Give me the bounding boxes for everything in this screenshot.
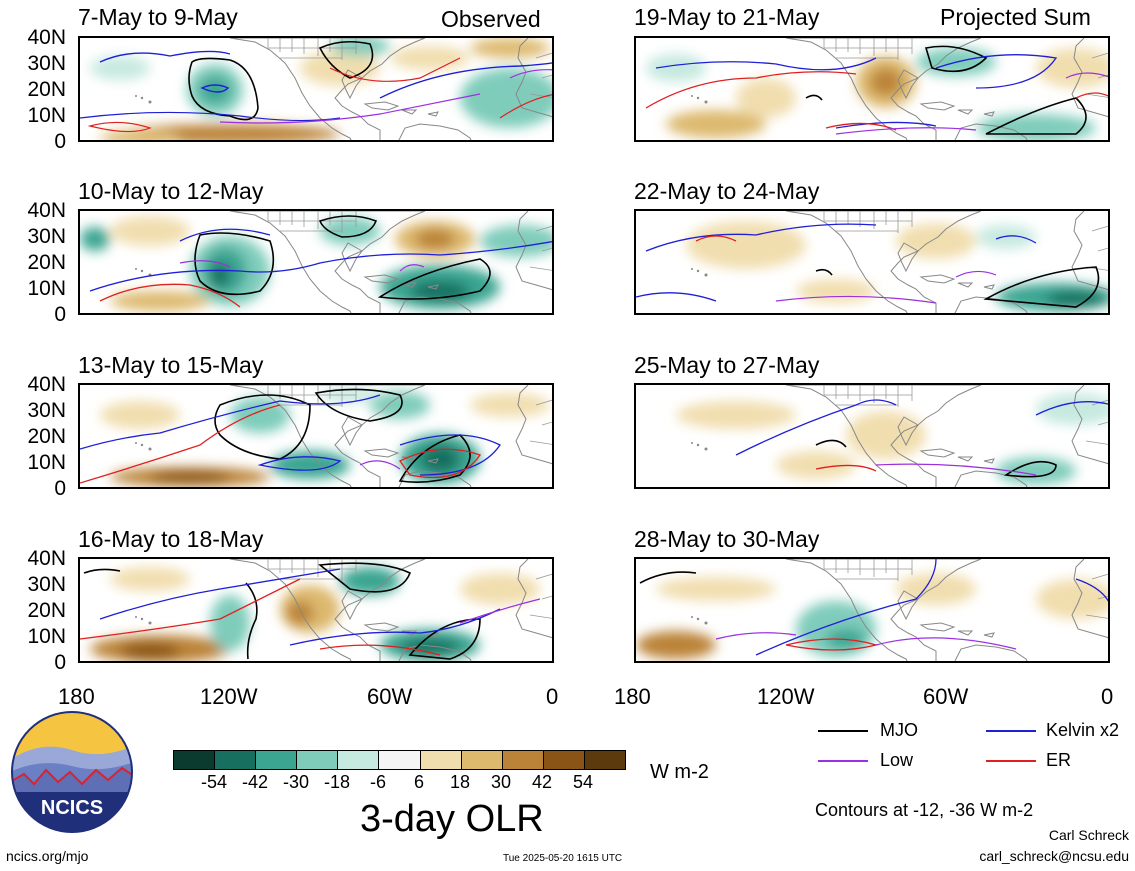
colorbar-tick: -18: [323, 772, 350, 792]
legend-line-low: [818, 760, 868, 762]
legend-line-er: [986, 760, 1036, 762]
y-tick-label: 20N: [27, 599, 66, 622]
x-tick-label: 60W: [923, 684, 969, 709]
y-tick-label: 40N: [27, 26, 66, 49]
panel-title-obs-4: 16-May to 18-May: [78, 526, 264, 552]
legend-line-mjo: [818, 730, 868, 732]
colorbar-swatch: [215, 751, 257, 769]
colorbar-tick: -30: [282, 772, 309, 792]
legend-line-kelvin: [986, 730, 1036, 732]
colorbar-tick: -6: [369, 772, 386, 792]
x-tick-label: 0: [546, 684, 559, 709]
y-tick-label: 20N: [27, 78, 66, 101]
y-tick-label: 0: [54, 130, 66, 153]
panel-title-proj-2: 22-May to 24-May: [634, 178, 820, 204]
map-panel-proj-3: [634, 383, 1110, 489]
colorbar-unit: W m-2: [650, 761, 709, 783]
x-tick-label: 180: [614, 684, 651, 709]
contour-note: Contours at -12, -36 W m-2: [815, 800, 1034, 820]
map-panel-proj-1: [634, 36, 1110, 142]
author-email[interactable]: carl_schreck@ncsu.edu: [979, 848, 1129, 864]
x-tick-label: 180: [58, 684, 95, 709]
colorbar-tick: 42: [531, 772, 553, 792]
map-panel-obs-1: [78, 36, 554, 142]
legend-label-er: ER: [1046, 750, 1072, 770]
x-tick-label: 60W: [367, 684, 413, 709]
colorbar-tick: -42: [241, 772, 268, 792]
chart-title: 3-day OLR: [360, 798, 544, 840]
map-panel-obs-3: [78, 383, 554, 489]
colorbar-swatch: [543, 751, 585, 769]
site-link[interactable]: ncics.org/mjo: [6, 848, 89, 864]
y-tick-label: 10N: [27, 625, 66, 648]
y-tick-label: 10N: [27, 451, 66, 474]
x-tick-label: 120W: [757, 684, 815, 709]
observed-header: Observed: [441, 6, 541, 32]
map-panel-obs-2: [78, 209, 554, 315]
colorbar-ticks: -54 -42 -30 -18 -6 6 18 30 42 54: [173, 772, 626, 794]
y-tick-label: 20N: [27, 425, 66, 448]
projected-header: Projected Sum: [940, 4, 1091, 30]
map-panel-proj-2: [634, 209, 1110, 315]
panel-title-proj-3: 25-May to 27-May: [634, 352, 820, 378]
colorbar-swatch: [379, 751, 421, 769]
map-panel-obs-4: [78, 557, 554, 663]
y-tick-label: 40N: [27, 547, 66, 570]
panel-title-obs-2: 10-May to 12-May: [78, 178, 264, 204]
y-tick-label: 10N: [27, 277, 66, 300]
y-tick-label: 20N: [27, 251, 66, 274]
contour-legend: MJO Kelvin x2 Low ER: [818, 718, 1128, 778]
colorbar-swatch: [338, 751, 380, 769]
colorbar-swatch: [256, 751, 298, 769]
colorbar-swatch: [584, 751, 626, 769]
colorbar-tick: 6: [413, 772, 424, 792]
x-tick-label: 0: [1101, 684, 1114, 709]
author-name: Carl Schreck: [1048, 827, 1129, 843]
y-tick-label: 0: [54, 651, 66, 674]
ncics-logo: NCICS: [10, 710, 134, 834]
colorbar-swatch: [174, 751, 216, 769]
legend-label-low: Low: [880, 750, 914, 770]
panel-title-proj-1: 19-May to 21-May: [634, 4, 820, 30]
y-tick-label: 30N: [27, 225, 66, 248]
colorbar-tick: 18: [449, 772, 471, 792]
y-tick-label: 30N: [27, 52, 66, 75]
colorbar-tick: 54: [572, 772, 594, 792]
y-tick-label: 40N: [27, 199, 66, 222]
panel-title-obs-3: 13-May to 15-May: [78, 352, 264, 378]
panel-title-obs-1: 7-May to 9-May: [78, 4, 238, 30]
colorbar-swatch: [502, 751, 544, 769]
y-tick-label: 0: [54, 303, 66, 326]
colorbar-swatch: [297, 751, 339, 769]
colorbar: [173, 750, 626, 770]
y-tick-label: 40N: [27, 373, 66, 396]
y-tick-label: 30N: [27, 399, 66, 422]
y-tick-label: 0: [54, 477, 66, 500]
y-tick-label: 30N: [27, 573, 66, 596]
timestamp: Tue 2025-05-20 1615 UTC: [503, 853, 623, 864]
y-tick-label: 10N: [27, 104, 66, 127]
x-tick-label: 120W: [200, 684, 258, 709]
legend-label-kelvin: Kelvin x2: [1046, 720, 1120, 740]
map-panel-proj-4: [634, 557, 1110, 663]
colorbar-swatch: [461, 751, 503, 769]
logo-text: NCICS: [41, 797, 103, 819]
colorbar-tick: -54: [200, 772, 227, 792]
panel-title-proj-4: 28-May to 30-May: [634, 526, 820, 552]
colorbar-tick: 30: [490, 772, 512, 792]
colorbar-swatch: [420, 751, 462, 769]
legend-label-mjo: MJO: [880, 720, 918, 740]
